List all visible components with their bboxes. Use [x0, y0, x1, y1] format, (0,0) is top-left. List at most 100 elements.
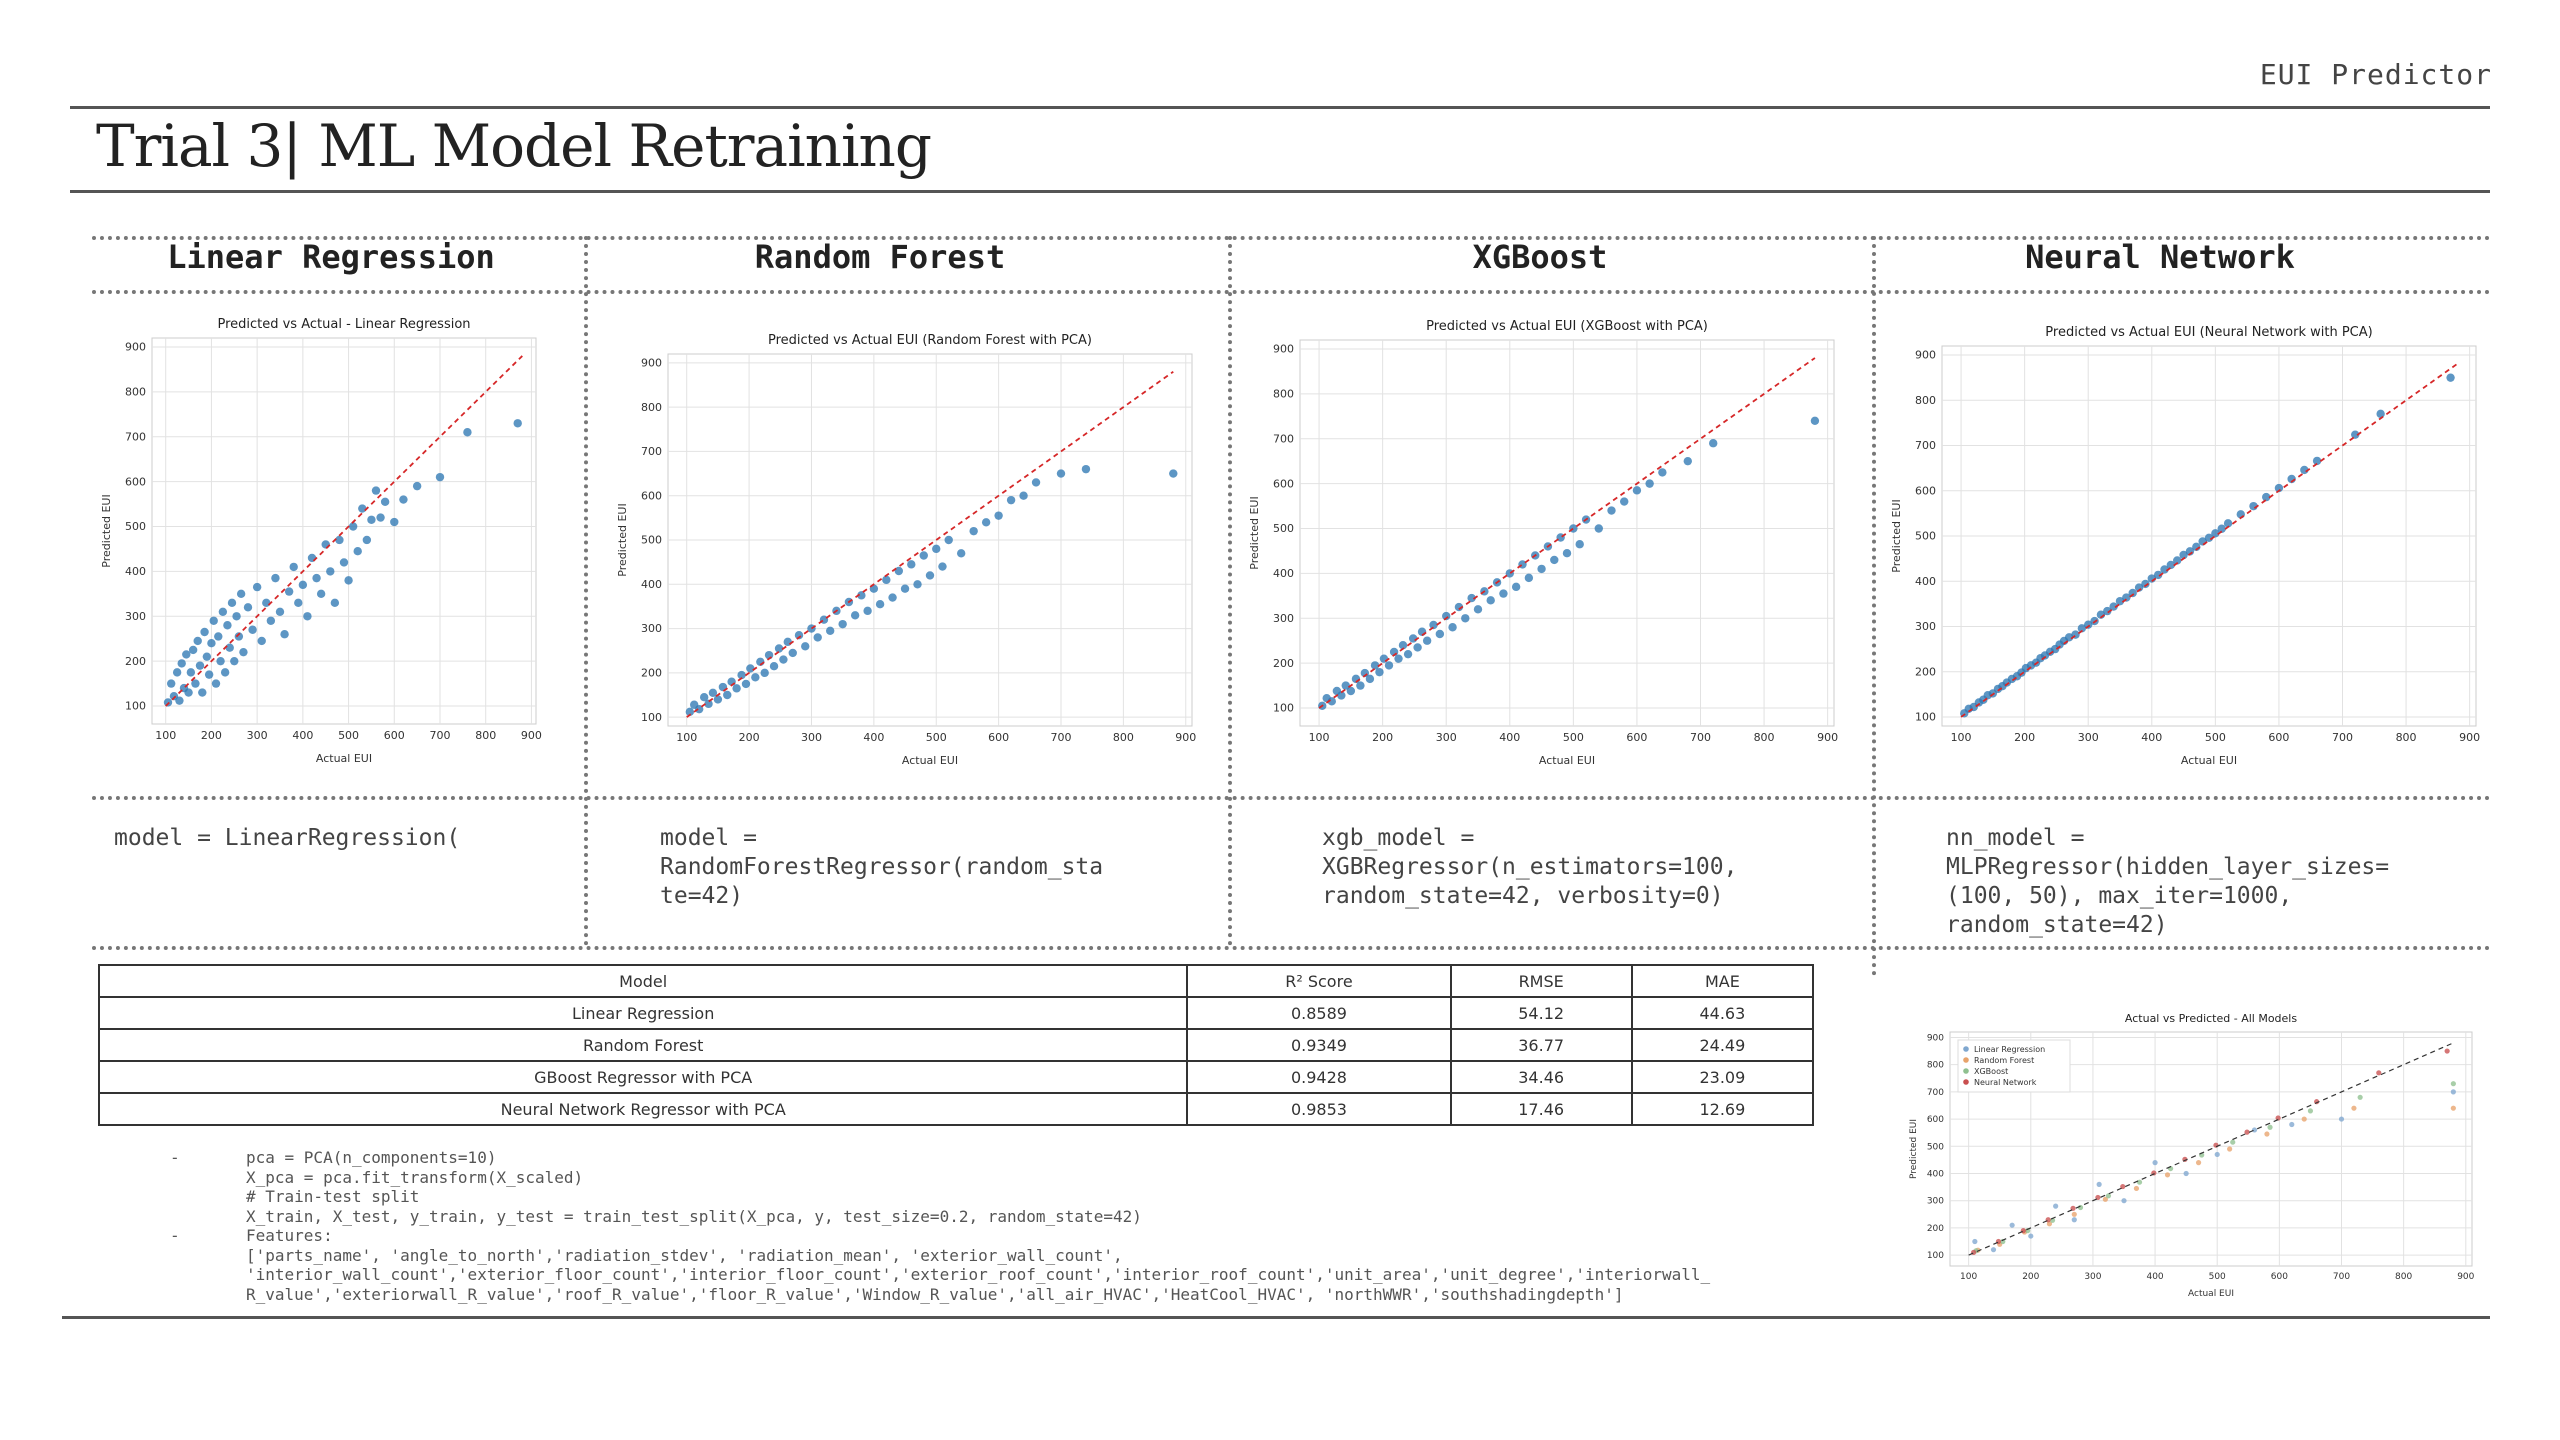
data-point [2071, 1211, 2077, 1217]
data-point [1594, 524, 1603, 533]
data-point [316, 589, 326, 599]
code-neural-network: nn_model = MLPRegressor(hidden_layer_siz… [1946, 825, 2390, 938]
y-tick-label: 200 [641, 667, 662, 680]
data-point [1461, 614, 1470, 623]
x-axis-label: Actual EUI [1539, 754, 1595, 767]
data-point [882, 575, 891, 585]
data-point [2351, 1105, 2357, 1111]
data-point [218, 607, 228, 616]
y-tick-label: 400 [641, 578, 662, 591]
data-point [2009, 1222, 2015, 1228]
x-tick-label: 800 [475, 729, 496, 742]
data-point [234, 632, 244, 641]
table-cell: 0.9349 [1186, 1028, 1452, 1062]
x-tick-label: 800 [2396, 731, 2417, 744]
data-point [1429, 620, 1438, 630]
y-tick-label: 400 [1927, 1169, 1944, 1179]
data-point [774, 644, 784, 653]
note-bullet: - [170, 1226, 180, 1245]
x-tick-label: 800 [1113, 731, 1134, 744]
data-point [1346, 686, 1356, 696]
data-point [779, 655, 788, 664]
x-tick-label: 200 [2014, 731, 2035, 744]
data-point [925, 571, 935, 580]
x-tick-label: 300 [1436, 731, 1457, 744]
reference-line [1318, 357, 1816, 709]
data-point [380, 497, 390, 507]
table-cell: 36.77 [1449, 1028, 1633, 1062]
data-point [344, 576, 353, 585]
data-point [211, 679, 221, 688]
x-tick-label: 500 [2209, 1272, 2226, 1282]
data-point [1550, 555, 1559, 565]
data-point [2230, 1139, 2236, 1145]
data-point [339, 558, 349, 567]
data-point [783, 637, 792, 647]
grid-line-under-headings [92, 290, 2492, 294]
data-point [209, 616, 218, 625]
data-point [284, 587, 294, 596]
data-point [838, 619, 847, 629]
data-point [2338, 1116, 2345, 1122]
data-point [1620, 497, 1629, 506]
data-point [2077, 624, 2087, 633]
note-text: 'interior_wall_count','exterior_floor_co… [246, 1265, 1711, 1284]
data-point [2376, 409, 2385, 419]
note-line: X_train, X_test, y_train, y_test = train… [170, 1207, 1710, 1227]
note-text: X_pca = pca.fit_transform(X_scaled) [246, 1167, 584, 1187]
table-header-row: Model R² Score RMSE MAE [97, 964, 1815, 998]
data-point [1356, 681, 1365, 690]
x-tick-label: 300 [801, 731, 822, 744]
y-tick-label: 900 [125, 341, 146, 354]
data-point [875, 600, 885, 609]
x-tick-label: 400 [292, 729, 313, 742]
data-point [699, 693, 709, 702]
data-point [2084, 620, 2093, 629]
x-tick-label: 100 [1951, 731, 1972, 744]
y-tick-label: 200 [1927, 1224, 1944, 1234]
notes-block: - pca = PCA(n_components=10) X_pca = pca.… [170, 1148, 1710, 1304]
data-point [2251, 1127, 2258, 1133]
data-point [1709, 439, 1718, 448]
data-point [2128, 588, 2137, 598]
data-point [1056, 469, 1066, 478]
table-row: GBoost Regressor with PCA 0.9428 34.46 2… [97, 1060, 1815, 1094]
data-point [376, 513, 385, 522]
data-point [243, 603, 253, 612]
data-point [330, 598, 340, 608]
note-text: pca = PCA(n_components=10) [246, 1148, 497, 1167]
table-header-cell: RMSE [1449, 964, 1633, 998]
data-point [2179, 550, 2188, 560]
data-point [321, 540, 330, 549]
y-tick-label: 700 [641, 445, 662, 458]
data-point [1422, 636, 1432, 645]
x-tick-label: 600 [384, 729, 405, 742]
y-tick-label: 600 [125, 475, 146, 488]
grid-divider-2 [1228, 236, 1232, 946]
data-point [1435, 629, 1445, 639]
y-tick-label: 700 [1915, 439, 1936, 452]
data-point [813, 633, 822, 642]
data-point [186, 668, 196, 677]
y-tick-label: 300 [1273, 612, 1294, 625]
reference-line [1968, 1042, 2454, 1256]
metrics-table: Model R² Score RMSE MAE Linear Regressio… [97, 964, 1815, 1126]
data-point [1169, 469, 1178, 478]
x-tick-label: 100 [676, 731, 697, 744]
data-point [2312, 456, 2322, 466]
data-point [367, 515, 376, 524]
data-point [2211, 529, 2220, 538]
y-axis-label: Predicted EUI [1248, 496, 1261, 569]
data-point [248, 625, 257, 634]
y-tick-label: 900 [1927, 1033, 1944, 1043]
data-point [1081, 464, 1091, 474]
y-tick-label: 500 [125, 520, 146, 533]
data-point [2267, 1124, 2273, 1130]
note-text: ['parts_name', 'angle_to_north','radiati… [246, 1245, 1123, 1265]
data-point [685, 707, 695, 717]
data-point [1375, 667, 1384, 677]
data-point [1031, 478, 1041, 487]
data-point [788, 648, 797, 658]
y-tick-label: 600 [1927, 1115, 1944, 1125]
data-point [1632, 486, 1642, 495]
